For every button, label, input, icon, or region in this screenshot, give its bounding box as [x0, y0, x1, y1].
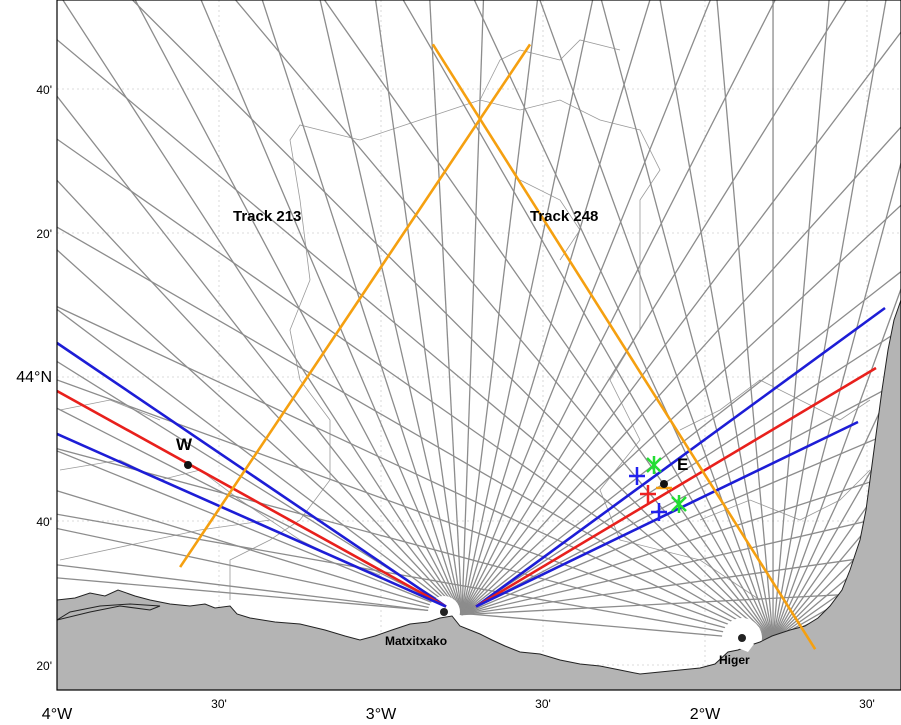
radial-higer-24: [234, 0, 774, 641]
lon-label-5: 30': [859, 697, 875, 711]
coast-islet: [738, 640, 754, 652]
beam-lines: [57, 306, 886, 608]
radial-matxitxako-26: [57, 179, 463, 616]
radial-matxitxako-18: [429, 0, 463, 615]
radial-higer-32: [57, 513, 774, 642]
radial-matxitxako-8: [461, 204, 901, 616]
beam-w-north: [57, 341, 447, 608]
lat-label-2: 44°N: [16, 369, 52, 386]
radial-higer-25: [131, 0, 774, 641]
radial-matxitxako-9: [461, 126, 901, 616]
radar-radial-lines: [57, 0, 901, 642]
lat-label-3: 40': [36, 515, 52, 529]
higer-station-dot: [738, 634, 746, 642]
radial-higer-13: [772, 160, 901, 641]
radial-higer-15: [772, 0, 830, 641]
radial-higer-14: [772, 0, 887, 641]
radial-matxitxako-16: [461, 0, 539, 615]
beam-e-north: [475, 306, 886, 608]
radial-higer-23: [323, 0, 774, 641]
radial-matxitxako-0: [461, 590, 901, 616]
lat-label-1: 20': [36, 227, 52, 241]
radial-matxitxako-23: [134, 0, 463, 615]
lat-label-4: 20': [36, 659, 52, 673]
radial-matxitxako-3: [461, 471, 901, 616]
radial-higer-31: [57, 447, 774, 642]
track-213-label: Track 213: [233, 208, 301, 225]
radial-matxitxako-21: [261, 0, 463, 615]
blue-marker-top: [629, 467, 645, 485]
radial-matxitxako-19: [374, 0, 463, 615]
radial-matxitxako-12: [461, 0, 776, 615]
latitude-tick-labels: 40' 20' 44°N 40' 20': [16, 83, 52, 673]
radial-matxitxako-15: [461, 0, 594, 615]
beam-e-center: [475, 366, 877, 608]
map-frame: [56, 0, 901, 691]
radial-matxitxako-14: [461, 0, 651, 615]
lon-label-0: 4°W: [42, 706, 73, 723]
track-248-label: Track 248: [530, 208, 598, 225]
point-e-dot: [660, 480, 668, 488]
longitude-tick-labels: 4°W 30' 3°W 30' 2°W 30': [42, 697, 875, 723]
beam-e-south: [475, 420, 859, 608]
red-marker: [640, 485, 656, 503]
radial-matxitxako-30: [57, 407, 463, 616]
lon-label-3: 30': [535, 697, 551, 711]
radial-matxitxako-31: [57, 450, 463, 616]
land-mass: [57, 299, 901, 690]
radial-higer-28: [57, 226, 774, 642]
radial-higer-11: [772, 364, 901, 641]
radial-higer-18: [659, 0, 774, 641]
higer-label: Higer: [719, 653, 750, 667]
radial-matxitxako-7: [461, 270, 901, 616]
lon-label-4: 2°W: [690, 706, 721, 723]
radial-matxitxako-6: [461, 328, 901, 616]
radial-higer-26: [57, 38, 774, 642]
radial-higer-19: [600, 0, 774, 641]
radial-matxitxako-34: [57, 564, 463, 616]
beam-w-south: [57, 432, 447, 608]
radial-matxitxako-22: [200, 0, 463, 615]
radial-matxitxako-10: [461, 30, 901, 615]
radial-matxitxako-4: [461, 427, 901, 616]
lat-label-0: 40': [36, 83, 52, 97]
radial-higer-22: [402, 0, 774, 641]
radial-higer-33: [57, 577, 774, 642]
radial-matxitxako-11: [461, 0, 847, 615]
point-e-label: E: [677, 455, 688, 474]
radial-matxitxako-13: [461, 0, 712, 615]
radial-matxitxako-2: [461, 512, 901, 616]
radial-higer-12: [772, 287, 901, 641]
radial-matxitxako-33: [57, 527, 463, 616]
blue-marker-bottom: [651, 503, 667, 521]
radial-matxitxako-29: [57, 360, 463, 616]
radial-higer-29: [57, 305, 774, 642]
matxitxako-station-dot: [440, 608, 448, 616]
radial-matxitxako-24: [62, 0, 463, 615]
radial-higer-10: [772, 417, 901, 641]
matxitxako-label: Matxitxako: [385, 634, 447, 648]
track-line-1: [431, 43, 817, 650]
lon-label-2: 3°W: [366, 706, 397, 723]
radial-matxitxako-32: [57, 490, 463, 616]
radial-matxitxako-20: [319, 0, 463, 615]
green-marker-top: [646, 456, 662, 474]
lon-label-1: 30': [211, 697, 227, 711]
radial-higer-21: [473, 0, 774, 641]
radial-matxitxako-28: [57, 308, 463, 616]
satellite-tracks: [179, 43, 817, 650]
radial-matxitxako-1: [461, 552, 901, 616]
radial-matxitxako-25: [57, 95, 463, 616]
beam-w-center: [57, 389, 447, 608]
point-w-label: W: [176, 435, 193, 454]
green-marker-bottom: [671, 495, 687, 513]
radial-matxitxako-5: [461, 380, 901, 616]
point-w-dot: [184, 461, 192, 469]
radial-matxitxako-17: [461, 0, 485, 615]
radial-higer-17: [716, 0, 774, 641]
radial-matxitxako-27: [57, 249, 463, 616]
track-line-0: [179, 43, 532, 568]
